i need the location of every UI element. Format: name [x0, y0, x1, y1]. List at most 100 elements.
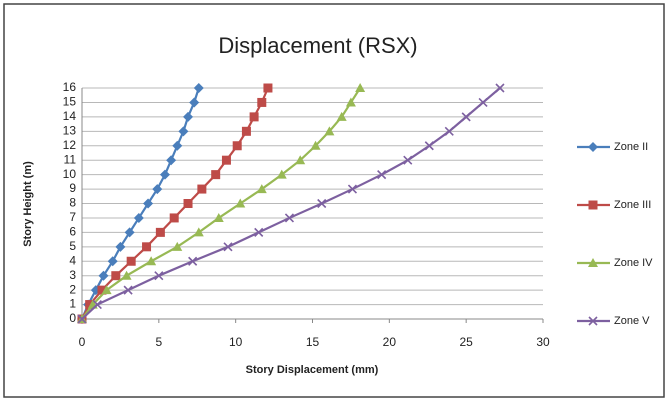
- x-tick-label: 20: [383, 335, 397, 349]
- y-tick-label: 13: [63, 123, 77, 137]
- data-point: [85, 300, 95, 310]
- y-tick-label: 11: [64, 152, 77, 166]
- data-point: [183, 199, 193, 208]
- data-point: [257, 97, 267, 107]
- data-point: [310, 140, 321, 150]
- data-point: [146, 256, 157, 266]
- legend-marker: [588, 200, 598, 210]
- y-tick-label: 16: [63, 80, 77, 94]
- data-point: [107, 256, 118, 267]
- x-tick-label: 0: [79, 335, 86, 349]
- x-tick-label: 15: [306, 335, 320, 349]
- data-point: [166, 155, 177, 166]
- data-point: [377, 170, 387, 180]
- data-point: [213, 212, 224, 222]
- y-tick-label: 4: [69, 253, 76, 267]
- data-point: [111, 271, 121, 281]
- data-point: [284, 213, 295, 223]
- data-point: [235, 198, 246, 208]
- data-point: [403, 155, 413, 165]
- data-point: [189, 97, 200, 108]
- data-point: [478, 97, 488, 108]
- data-point: [495, 83, 505, 93]
- data-point: [159, 169, 170, 180]
- y-tick-label: 9: [69, 181, 76, 195]
- data-point: [178, 126, 189, 137]
- data-point: [123, 285, 133, 295]
- data-point: [444, 126, 454, 136]
- data-point: [263, 83, 273, 93]
- data-point: [345, 97, 356, 107]
- data-point: [155, 227, 165, 237]
- data-point: [98, 270, 109, 281]
- legend-label: Zone II: [614, 141, 648, 153]
- chart-title: Displacement (RSX): [218, 33, 417, 58]
- data-point: [97, 285, 107, 295]
- data-point: [115, 241, 126, 252]
- y-tick-label: 6: [69, 225, 76, 239]
- legend-marker: [588, 142, 598, 152]
- x-tick-label: 25: [459, 335, 473, 349]
- data-point: [256, 184, 267, 194]
- x-tick-label: 10: [229, 335, 243, 349]
- y-tick-label: 7: [69, 210, 76, 224]
- data-point: [172, 140, 183, 151]
- data-point: [347, 184, 358, 194]
- legend-label: Zone IV: [614, 257, 653, 269]
- data-point: [172, 241, 183, 251]
- legend-marker: [588, 258, 598, 267]
- data-point: [133, 212, 144, 223]
- data-point: [211, 170, 221, 180]
- data-point: [336, 111, 347, 121]
- legend-marker: [588, 316, 598, 326]
- y-tick-label: 0: [69, 311, 76, 325]
- data-point: [142, 242, 152, 252]
- data-point: [152, 184, 163, 195]
- data-point: [317, 198, 327, 209]
- legend-label: Zone V: [614, 315, 650, 327]
- data-point: [461, 112, 471, 122]
- x-tick-label: 5: [155, 335, 162, 349]
- chart-border: [3, 3, 665, 398]
- y-tick-label: 14: [63, 109, 77, 123]
- data-point: [124, 227, 135, 238]
- data-point: [221, 155, 231, 165]
- data-point: [232, 141, 242, 151]
- y-tick-label: 12: [63, 138, 77, 152]
- data-point: [183, 111, 194, 122]
- data-point: [223, 242, 233, 252]
- data-point: [424, 141, 434, 151]
- data-point: [324, 126, 335, 136]
- data-point: [241, 126, 251, 136]
- data-point: [276, 169, 287, 179]
- y-tick-label: 15: [63, 95, 77, 109]
- data-point: [169, 213, 179, 223]
- data-point: [197, 184, 207, 194]
- data-point: [143, 198, 154, 209]
- y-tick-label: 8: [69, 196, 76, 210]
- data-point: [126, 256, 136, 266]
- data-point: [77, 314, 87, 324]
- x-tick-label: 30: [536, 335, 550, 349]
- data-point: [101, 285, 112, 295]
- y-axis-label: Story Height (m): [22, 161, 34, 247]
- data-point: [92, 299, 102, 310]
- y-tick-label: 1: [69, 297, 76, 311]
- y-tick-label: 10: [63, 167, 77, 181]
- data-point: [193, 83, 204, 93]
- legend-label: Zone III: [614, 199, 651, 211]
- data-point: [154, 271, 164, 281]
- data-point: [295, 155, 306, 165]
- data-point: [121, 270, 132, 280]
- data-point: [355, 83, 366, 92]
- y-tick-label: 3: [69, 268, 76, 282]
- data-point: [249, 112, 259, 122]
- y-tick-label: 5: [69, 239, 76, 253]
- data-point: [188, 256, 198, 266]
- data-point: [254, 227, 264, 237]
- data-point: [193, 227, 204, 237]
- y-tick-label: 2: [69, 282, 76, 296]
- x-axis-label: Story Displacement (mm): [246, 364, 379, 376]
